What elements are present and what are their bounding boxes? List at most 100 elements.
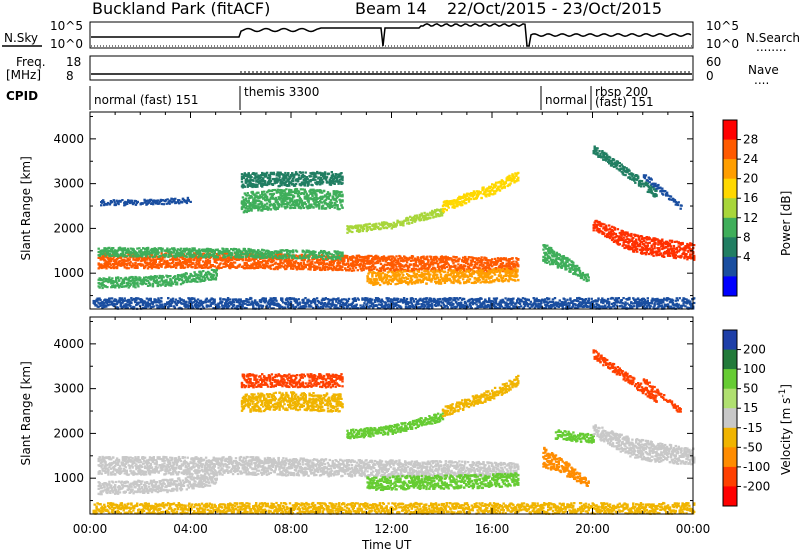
- cpid-segment-rbsp: rbsp 200: [595, 85, 648, 99]
- y-axis-title-velocity: Slant Range [km]: [19, 361, 33, 465]
- colorbar-tick-0: 28: [743, 133, 758, 147]
- nave-dots: ....: [754, 73, 769, 87]
- colorbar-segment-5: [723, 427, 737, 448]
- cpid-segment-themis: themis 3300: [244, 85, 319, 99]
- colorbar-tick-6: -100: [743, 460, 770, 474]
- cpid-label: CPID: [6, 89, 38, 103]
- velocity-colorbar-title: Velocity [m s-1]: [778, 384, 793, 475]
- y-axis-title-power: Slant Range [km]: [19, 156, 33, 260]
- nsky-left-tick-bottom: 10^0: [50, 37, 83, 51]
- cpid-segment-normal-fast: normal (fast) 151: [94, 93, 198, 107]
- echo-band-1: [97, 246, 344, 261]
- colorbar-segment-2: [723, 159, 737, 180]
- velocity-plot: 1000 2000 3000 4000 Slant Range [km]: [19, 316, 696, 515]
- y-tick-label-velocity-1: 2000: [53, 426, 84, 440]
- colorbar-tick-5: -50: [743, 440, 763, 454]
- colorbar-segment-1: [723, 139, 737, 160]
- x-tick-label-5: 20:00: [575, 522, 610, 536]
- y-tick-label-velocity-0: 1000: [53, 471, 84, 485]
- x-axis-title: Time UT: [361, 538, 412, 552]
- echo-band-10: [592, 219, 696, 261]
- x-tick-label-6: 00:00: [676, 522, 711, 536]
- cpid-segment-fast: (fast) 151: [595, 95, 654, 109]
- colorbar-segment-7: [723, 466, 737, 487]
- y-tick-label-power-1: 2000: [53, 221, 84, 235]
- freq-label: Freq.: [16, 55, 46, 69]
- date-range: 22/Oct/2015 - 23/Oct/2015: [447, 0, 662, 18]
- echo-band-2: [97, 268, 218, 290]
- echo-band-12: [92, 501, 696, 515]
- echo-band-4: [346, 412, 445, 440]
- colorbar-segment-3: [723, 178, 737, 199]
- echo-band-9: [592, 424, 696, 466]
- echo-band-0: [97, 455, 520, 479]
- y-tick-label-power-0: 1000: [53, 266, 84, 280]
- echo-band-5: [441, 374, 520, 418]
- freq-right-tick-bottom: 0: [706, 69, 714, 83]
- colorbar-tick-4: -15: [743, 421, 763, 435]
- freq-panel: Freq. [MHz] 18 8 60 0 Nave ....: [6, 55, 779, 87]
- colorbar-segment-8: [723, 486, 737, 507]
- colorbar-tick-3: 16: [743, 191, 758, 205]
- velocity-colorbar: 200 100 50 15 -15 -50 -100 -200 Velocity [m s-1]: [722, 329, 793, 507]
- nsky-right-tick-bottom: 10^0: [706, 37, 739, 51]
- cpid-segment-normal: normal: [545, 93, 587, 107]
- beam-label: Beam 14: [355, 0, 427, 18]
- echo-band-7: [542, 446, 590, 487]
- echo-band-13: [92, 296, 696, 310]
- colorbar-tick-3: 15: [743, 401, 758, 415]
- x-tick-label-0: 00:00: [73, 522, 108, 536]
- power-colorbar-title: Power [dB]: [779, 191, 793, 256]
- colorbar-tick-6: 4: [743, 250, 751, 264]
- cpid-panel: CPID normal (fast) 151 themis 3300 norma…: [6, 85, 654, 110]
- colorbar-segment-8: [723, 276, 737, 297]
- freq-left-tick-bottom: 8: [66, 69, 74, 83]
- colorbar-segment-6: [723, 447, 737, 468]
- echo-band-1: [97, 472, 218, 496]
- nsky-trace: [91, 22, 692, 47]
- power-colorbar: 28 24 20 16 12 8 4 Power [dB]: [722, 119, 793, 297]
- echo-band-3: [240, 373, 344, 389]
- echo-band-10: [592, 349, 658, 403]
- colorbar-tick-5: 8: [743, 230, 751, 244]
- colorbar-segment-3: [723, 388, 737, 409]
- echo-band-6: [366, 472, 520, 492]
- colorbar-segment-6: [723, 237, 737, 258]
- echo-band-9: [542, 244, 590, 283]
- echo-band-11: [592, 145, 658, 198]
- echo-band-4: [240, 187, 344, 214]
- colorbar-segment-4: [723, 408, 737, 429]
- nsky-left-tick-top: 10^5: [50, 19, 83, 33]
- freq-left-tick-top: 18: [66, 55, 81, 69]
- echo-band-8: [554, 429, 595, 444]
- colorbar-tick-7: -200: [743, 479, 770, 493]
- nsky-right-tick-top: 10^5: [706, 19, 739, 33]
- figure-title: Buckland Park (fitACF): [92, 0, 270, 18]
- colorbar-segment-0: [723, 120, 737, 141]
- x-tick-label-3: 12:00: [374, 522, 409, 536]
- echo-band-8: [366, 267, 520, 287]
- colorbar-tick-2: 20: [743, 172, 758, 186]
- nsearch-dots: ........: [756, 40, 787, 54]
- colorbar-tick-4: 12: [743, 211, 758, 225]
- x-tick-label-2: 08:00: [274, 522, 309, 536]
- nave-label: Nave: [748, 63, 779, 77]
- velocity-title-main: Velocity [m s: [779, 398, 793, 475]
- echo-band-12: [642, 174, 683, 210]
- y-tick-label-velocity-2: 3000: [53, 382, 84, 396]
- colorbar-segment-2: [723, 369, 737, 390]
- power-plot: 1000 2000 3000 4000 Slant Range [km]: [19, 111, 696, 310]
- colorbar-segment-5: [723, 217, 737, 238]
- velocity-title-sup: -1: [778, 389, 788, 398]
- nsearch-label: N.Search: [746, 31, 800, 45]
- echo-band-6: [346, 208, 445, 234]
- nsky-label: N.Sky: [4, 31, 38, 45]
- colorbar-tick-1: 24: [743, 152, 758, 166]
- colorbar-tick-0: 200: [743, 343, 766, 357]
- freq-unit: [MHz]: [6, 68, 41, 82]
- colorbar-segment-1: [723, 349, 737, 370]
- colorbar-segment-0: [723, 330, 737, 351]
- nsky-panel: N.Sky 10^5 10^0 10^5 10^0 N.Search .....…: [2, 19, 800, 54]
- echo-band-3: [100, 196, 192, 207]
